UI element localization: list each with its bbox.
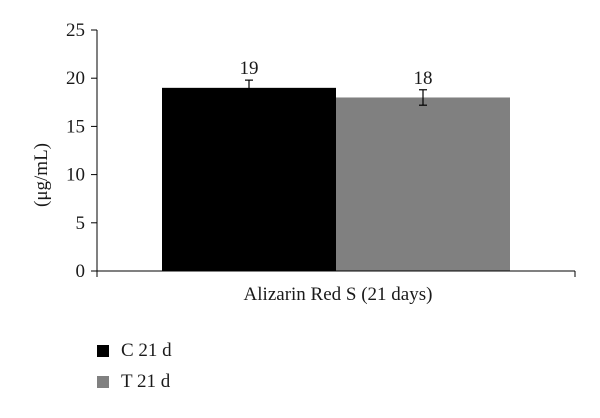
legend-swatch — [97, 345, 109, 357]
y-tick-label: 5 — [76, 213, 86, 234]
bar-t-21-d — [336, 97, 510, 271]
x-axis — [96, 270, 576, 277]
data-labels: 19 18 — [240, 58, 433, 89]
y-tick-label: 25 — [66, 20, 85, 41]
legend-label: T 21 d — [121, 371, 171, 392]
data-label: 18 — [414, 68, 433, 89]
bars — [162, 87, 510, 271]
data-label: 19 — [240, 58, 259, 79]
bar-c-21-d — [162, 87, 336, 271]
y-tick-label: 0 — [76, 261, 86, 282]
legend-swatch — [97, 376, 109, 388]
legend: C 21 d T 21 d — [97, 340, 172, 392]
y-axis-label: (μg/mL) — [31, 143, 52, 207]
legend-label: C 21 d — [121, 340, 172, 361]
y-tick-label: 10 — [66, 165, 85, 186]
error-bars — [245, 79, 427, 106]
y-axis: 0 5 10 15 20 25 — [66, 20, 98, 282]
y-tick-label: 20 — [66, 68, 85, 89]
y-tick-label: 15 — [66, 116, 85, 137]
x-category-label: Alizarin Red S (21 days) — [244, 284, 433, 305]
